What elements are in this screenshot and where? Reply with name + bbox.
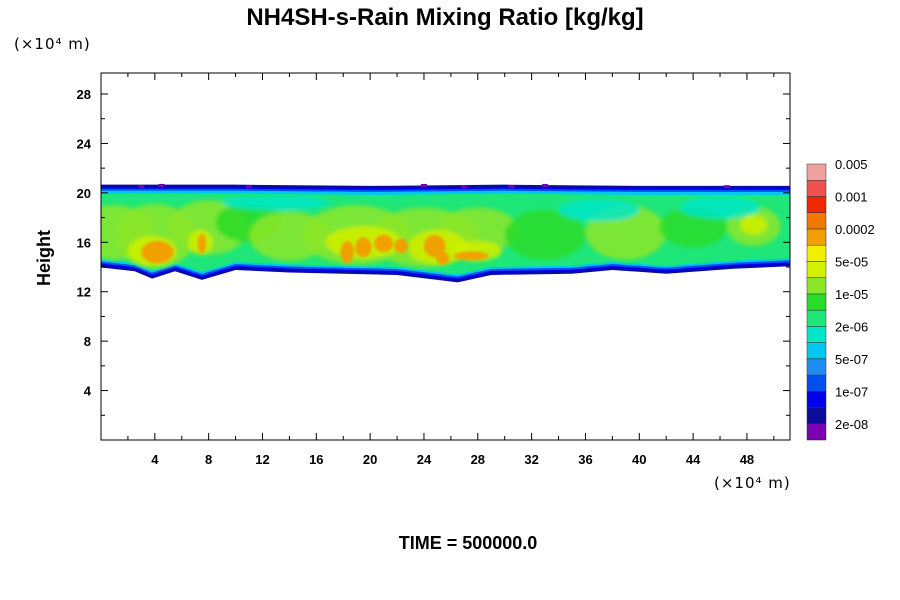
- colorbar-label: 0.0002: [835, 222, 875, 237]
- y-tick-label: 24: [77, 136, 92, 151]
- field-speckle: [723, 185, 730, 189]
- colorbar-swatch: [806, 342, 827, 360]
- field-peak: [374, 234, 394, 253]
- y-tick-label: 8: [84, 334, 91, 349]
- field-speckle: [246, 185, 253, 189]
- colorbar-label: 5e-05: [835, 254, 868, 269]
- field-peak: [141, 241, 174, 264]
- colorbar-label: 0.005: [835, 157, 868, 172]
- colorbar-swatch: [806, 261, 827, 278]
- field-speckle: [138, 185, 145, 189]
- y-tick-label: 20: [77, 186, 91, 201]
- y-tick-label: 28: [77, 87, 91, 102]
- colorbar-swatch: [806, 407, 827, 425]
- plot-frame: [100, 72, 791, 441]
- colorbar-label: 2e-06: [835, 319, 868, 334]
- time-label: TIME = 500000.0: [399, 533, 538, 553]
- colorbar-label: 1e-07: [835, 384, 868, 399]
- colorbar-swatch: [806, 374, 827, 392]
- colorbar-swatch: [806, 358, 827, 376]
- x-tick-label: 16: [309, 452, 323, 467]
- x-tick-label: 44: [686, 452, 701, 467]
- y-tick-label: 4: [84, 384, 92, 399]
- colorbar-label: 1e-05: [835, 287, 868, 302]
- colorbar-swatch: [806, 179, 827, 197]
- field-blobs: [101, 195, 781, 269]
- field-blob: [679, 196, 761, 219]
- x-tick-label: 40: [632, 452, 646, 467]
- heatmap-field: [101, 183, 790, 283]
- field-blob: [222, 195, 330, 211]
- colorbar-swatch: [806, 309, 827, 327]
- field-blob: [740, 215, 768, 235]
- x-tick-label: 8: [205, 452, 212, 467]
- field-peak: [355, 237, 372, 258]
- x-tick-label: 28: [471, 452, 485, 467]
- y-axis-label: Height: [34, 230, 54, 286]
- x-tick-label: 48: [740, 452, 754, 467]
- colorbar-swatch: [806, 391, 827, 408]
- colorbar-swatch: [806, 212, 827, 230]
- field-peak: [436, 252, 450, 265]
- colorbar-swatch: [806, 326, 827, 343]
- x-tick-label: 24: [417, 452, 432, 467]
- colorbar-swatch: [806, 196, 827, 213]
- chart-title: NH4SH-s-Rain Mixing Ratio [kg/kg]: [246, 4, 643, 31]
- field-blob: [558, 199, 640, 222]
- colorbar-label: 5e-07: [835, 352, 868, 367]
- field-speckle: [158, 183, 165, 187]
- colorbar-swatch: [806, 423, 827, 441]
- field-peak: [453, 251, 489, 261]
- field-speckle: [508, 185, 515, 189]
- colorbar: 2e-08 1e-07 5e-07 2e-06 1e-05 5e-05 0.0002 0.00…: [806, 157, 875, 441]
- colorbar-swatch: [806, 228, 827, 246]
- x-tick-label: 4: [151, 452, 159, 467]
- colorbar-swatch: [806, 244, 827, 262]
- field-peak: [197, 233, 206, 254]
- y-unit-label: (×10⁴ m): [14, 35, 91, 53]
- colorbar-label: 2e-08: [835, 417, 868, 432]
- field-blob: [504, 210, 586, 260]
- field-speckle: [420, 183, 427, 187]
- x-tick-label: 32: [524, 452, 538, 467]
- colorbar-label: 0.001: [835, 189, 868, 204]
- field-orange: [141, 233, 489, 265]
- field-peak: [340, 241, 354, 264]
- field-speckle: [461, 185, 468, 189]
- x-tick-label: 36: [578, 452, 592, 467]
- y-tick-label: 16: [77, 235, 91, 250]
- colorbar-swatch: [806, 277, 827, 295]
- x-unit-label: (×10⁴ m): [714, 474, 791, 492]
- field-peak: [423, 234, 446, 258]
- x-axis: 4 8 12 16 20 24 28 32 36 40 44 48: [127, 73, 775, 467]
- field-peak: [394, 238, 408, 254]
- colorbar-swatch: [806, 293, 827, 311]
- y-tick-label: 12: [77, 285, 91, 300]
- field-speckle: [542, 183, 549, 187]
- colorbar-swatch: [806, 163, 827, 181]
- x-tick-label: 12: [255, 452, 269, 467]
- y-axis: 4 8 12 16 20 24 28: [77, 87, 790, 416]
- x-tick-label: 20: [363, 452, 377, 467]
